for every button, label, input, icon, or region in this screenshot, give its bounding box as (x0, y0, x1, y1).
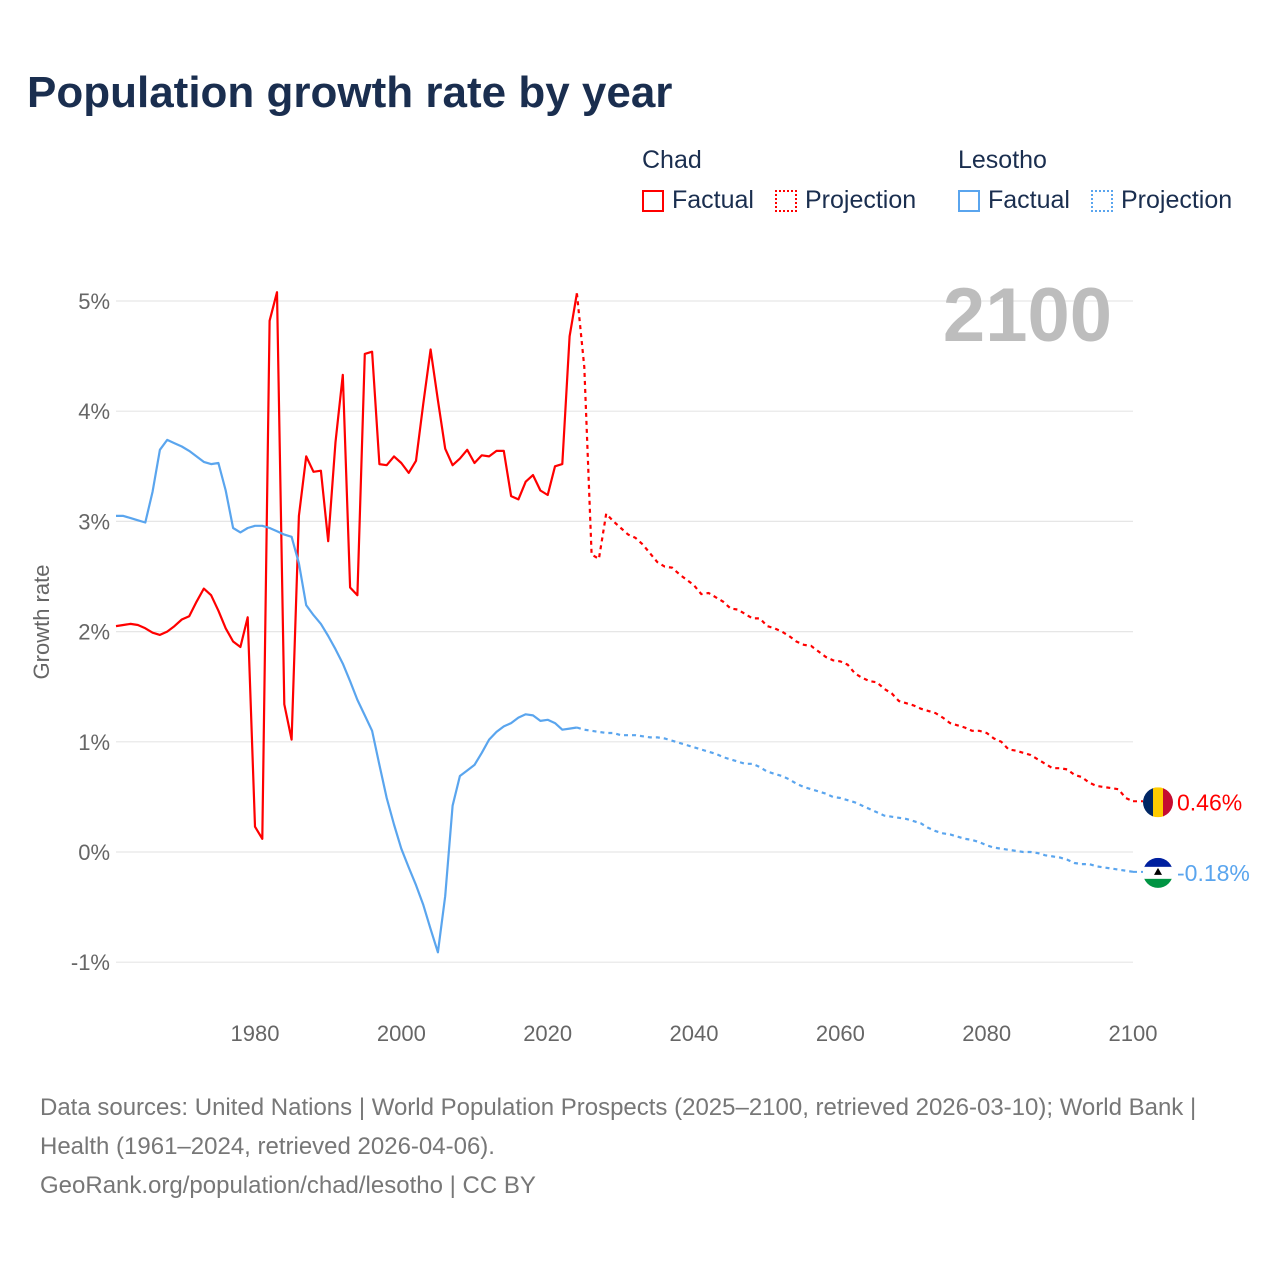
current-year-label: 2100 (942, 273, 1112, 358)
flag-stripe (1143, 878, 1173, 888)
lesotho-projection-line (576, 726, 1134, 873)
chad-flag-icon (1143, 787, 1173, 818)
legend-group-chad: Chad (642, 146, 702, 174)
legend-swatch-solid (642, 189, 664, 212)
chart-title: Population growth rate by year (27, 68, 673, 117)
x-tick-label: 1980 (231, 1021, 280, 1046)
chad-factual-line (115, 291, 578, 840)
legend-swatch-dotted (1091, 189, 1113, 212)
hat-icon (1154, 867, 1162, 875)
y-tick-label: -1% (71, 950, 110, 975)
data-sources: Data sources: United Nations | World Pop… (40, 1094, 1197, 1160)
y-tick-label: 0% (78, 840, 110, 865)
legend-chad-projection[interactable]: Projection (775, 186, 916, 215)
legend-lesotho-projection[interactable]: Projection (1091, 186, 1232, 215)
flag-stripe (1143, 787, 1154, 818)
legend-group-lesotho: Lesotho (958, 146, 1047, 174)
legend-label: Projection (805, 186, 917, 214)
lesotho-factual-line (116, 438, 578, 954)
y-tick-label: 3% (78, 509, 110, 534)
legend-label: Factual (988, 186, 1070, 214)
footer: Data sources: United Nations | World Pop… (40, 1088, 1240, 1205)
y-tick-label: 1% (78, 730, 110, 755)
chad-end-value-label: 0.46% (1177, 789, 1242, 815)
legend-chad-factual[interactable]: Factual (642, 186, 754, 215)
flag-stripe (1153, 787, 1164, 818)
flag-stripe (1143, 857, 1173, 868)
x-tick-label: 2100 (1109, 1021, 1158, 1046)
legend-swatch-dotted (775, 189, 797, 212)
y-tick-label: 2% (78, 620, 110, 645)
y-tick-label: 5% (78, 289, 110, 314)
legend-lesotho-factual[interactable]: Factual (958, 186, 1070, 215)
x-tick-label: 2020 (523, 1021, 572, 1046)
legend-label: Projection (1121, 186, 1233, 214)
x-tick-label: 2060 (816, 1021, 865, 1046)
y-tick-label: 4% (78, 399, 110, 424)
credit-link[interactable]: GeoRank.org/population/chad/lesotho | CC… (40, 1172, 536, 1199)
x-tick-label: 2040 (670, 1021, 719, 1046)
chad-projection-line (575, 293, 1134, 803)
flag-stripe (1163, 787, 1173, 818)
lesotho-end-value-label: -0.18% (1177, 860, 1250, 886)
lesotho-flag-icon (1143, 857, 1173, 888)
legend-label: Factual (672, 186, 754, 214)
legend-swatch-solid (958, 189, 980, 212)
x-tick-label: 2080 (962, 1021, 1011, 1046)
x-tick-label: 2000 (377, 1021, 426, 1046)
